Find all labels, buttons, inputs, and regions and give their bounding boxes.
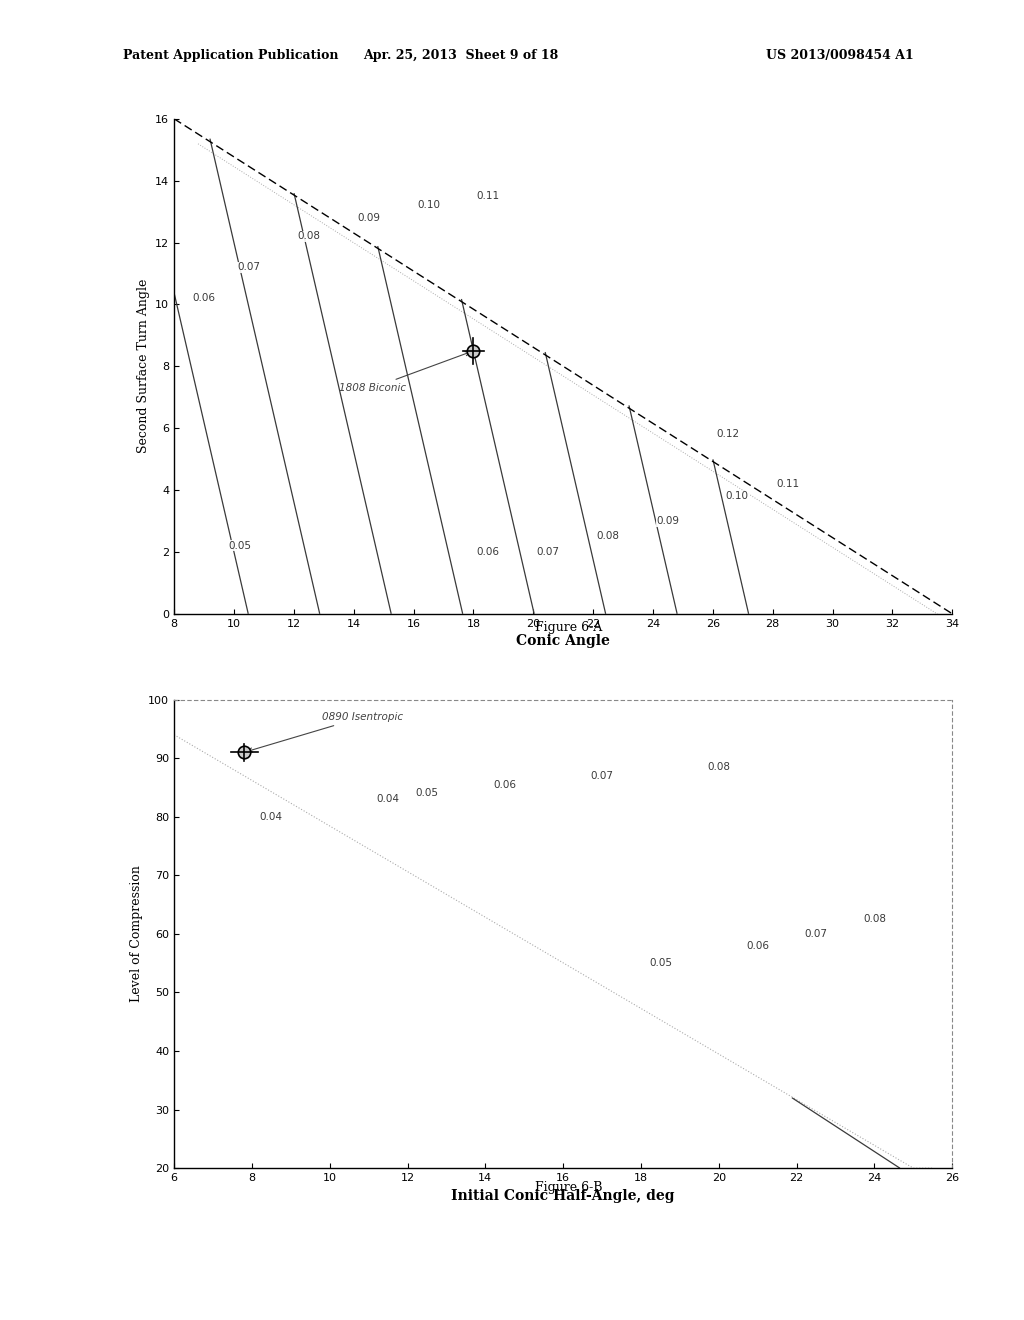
Text: 0.06: 0.06 (494, 780, 516, 789)
Text: 0.08: 0.08 (863, 915, 886, 924)
Text: 0.08: 0.08 (597, 532, 620, 541)
Text: Figure 6-A: Figure 6-A (535, 620, 602, 634)
Text: 0.05: 0.05 (649, 958, 672, 968)
Text: 0.07: 0.07 (805, 929, 827, 939)
Text: 1808 Biconic: 1808 Biconic (339, 351, 470, 393)
Text: 0.07: 0.07 (238, 263, 260, 272)
Text: 0890 Isentropic: 0890 Isentropic (248, 711, 403, 752)
X-axis label: Initial Conic Half-Angle, deg: Initial Conic Half-Angle, deg (452, 1188, 675, 1203)
Text: 0.05: 0.05 (228, 541, 252, 550)
Text: US 2013/0098454 A1: US 2013/0098454 A1 (766, 49, 913, 62)
Text: 0.09: 0.09 (357, 213, 380, 223)
Text: Patent Application Publication: Patent Application Publication (123, 49, 338, 62)
Text: 0.05: 0.05 (416, 788, 438, 799)
Y-axis label: Level of Compression: Level of Compression (130, 866, 142, 1002)
Text: 0.06: 0.06 (193, 293, 215, 304)
Text: Apr. 25, 2013  Sheet 9 of 18: Apr. 25, 2013 Sheet 9 of 18 (364, 49, 558, 62)
Text: 0.06: 0.06 (477, 546, 500, 557)
Text: 0.04: 0.04 (377, 795, 399, 804)
Text: 0.11: 0.11 (477, 191, 500, 201)
Text: 0.12: 0.12 (716, 429, 739, 440)
Text: 0.11: 0.11 (776, 479, 800, 488)
Y-axis label: Second Surface Turn Angle: Second Surface Turn Angle (136, 279, 150, 454)
Text: 0.06: 0.06 (746, 941, 769, 950)
Text: 0.08: 0.08 (708, 762, 730, 772)
Text: 0.10: 0.10 (417, 201, 440, 210)
Text: 0.09: 0.09 (656, 516, 680, 525)
Text: 0.07: 0.07 (537, 546, 560, 557)
Text: Figure 6-B: Figure 6-B (535, 1180, 602, 1193)
Text: 0.07: 0.07 (591, 771, 613, 780)
X-axis label: Conic Angle: Conic Angle (516, 634, 610, 648)
Text: 0.04: 0.04 (260, 812, 283, 822)
Text: 0.08: 0.08 (297, 231, 321, 242)
Text: 0.10: 0.10 (725, 491, 749, 502)
